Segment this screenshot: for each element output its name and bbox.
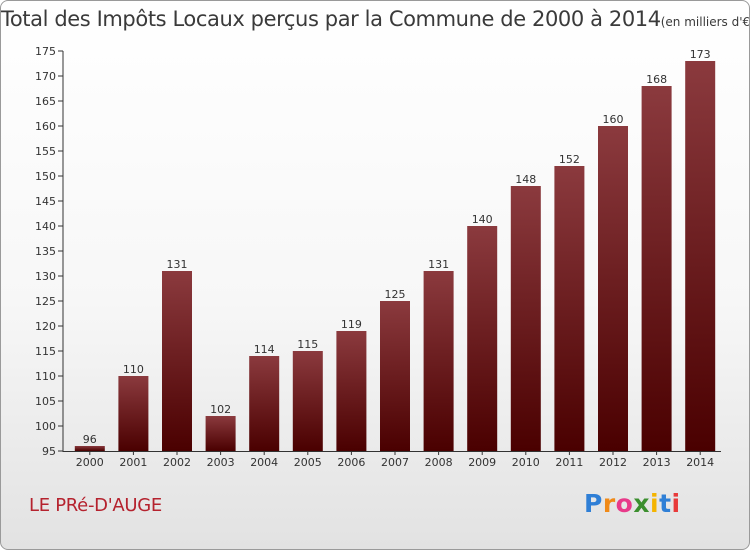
bar-value-label: 96 (83, 433, 97, 446)
x-tick-label: 2014 (686, 456, 714, 469)
bar-value-label: 131 (428, 258, 449, 271)
bars: 96 110 131 102 114 115 119 125 131 140 148 152 160 16… (74, 48, 716, 451)
bar-2006 (336, 331, 367, 451)
bar-2007 (380, 301, 410, 451)
bar-value-label: 140 (472, 213, 493, 226)
bar-value-label: 110 (123, 363, 144, 376)
bar-value-label: 125 (385, 288, 406, 301)
bar-value-label: 119 (341, 318, 362, 331)
bar-2004 (249, 356, 280, 451)
bar-2000 (74, 446, 105, 451)
x-tick-label: 2006 (337, 456, 365, 469)
bar-2011 (554, 166, 585, 451)
x-tick-label: 2010 (512, 456, 540, 469)
title-main: Total des Impôts Locaux perçus par la Co… (1, 7, 661, 31)
proxiti-logo: Proxiti (584, 489, 681, 518)
bar-2005 (292, 351, 323, 451)
bar-2012 (598, 126, 628, 451)
x-tick-label: 2000 (76, 456, 104, 469)
bar-2009 (467, 226, 498, 451)
y-tick-label: 160 (35, 120, 56, 133)
logo-letter: t (659, 489, 672, 518)
y-tick-label: 95 (42, 445, 56, 458)
y-tick-label: 120 (35, 320, 56, 333)
y-tick-label: 150 (35, 170, 56, 183)
y-tick-label: 170 (35, 70, 56, 83)
y-tick-label: 115 (35, 345, 56, 358)
x-tick-label: 2004 (250, 456, 278, 469)
logo-letter: i (650, 489, 660, 518)
bar-2010 (510, 186, 541, 451)
y-tick-label: 140 (35, 220, 56, 233)
x-tick-label: 2009 (468, 456, 496, 469)
title-unit: (en milliers d'€) (660, 15, 750, 29)
y-tick-label: 105 (35, 395, 56, 408)
x-tick-label: 2001 (119, 456, 147, 469)
bar-value-label: 114 (254, 343, 275, 356)
x-tick-label: 2007 (381, 456, 409, 469)
y-tick-label: 100 (35, 420, 56, 433)
y-tick-label: 175 (35, 45, 56, 58)
bar-2008 (423, 271, 454, 451)
y-tick-label: 130 (35, 270, 56, 283)
bar-2013 (641, 86, 672, 451)
bar-value-label: 102 (210, 403, 231, 416)
logo-letter: o (615, 489, 634, 518)
bar-value-label: 115 (297, 338, 318, 351)
commune-name: LE PRé-D'AUGE (29, 495, 162, 516)
bar-value-label: 168 (646, 73, 667, 86)
x-tick-label: 2008 (425, 456, 453, 469)
y-tick-label: 155 (35, 145, 56, 158)
y-tick-label: 145 (35, 195, 56, 208)
logo-letter: i (671, 489, 681, 518)
logo-letter: P (584, 489, 603, 518)
y-axis: 95 100 105 110 115 120 125 130 135 140 145 150 155 16… (35, 45, 64, 458)
bar-2003 (205, 416, 236, 451)
logo-letter: r (602, 489, 616, 518)
x-axis: 2000 2001 2002 2003 2004 2005 2006 2007 2008 2009… (63, 451, 721, 469)
y-tick-label: 110 (35, 370, 56, 383)
bar-value-label: 148 (515, 173, 536, 186)
y-tick-label: 165 (35, 95, 56, 108)
x-tick-label: 2013 (643, 456, 671, 469)
bar-value-label: 131 (167, 258, 188, 271)
bar-value-label: 152 (559, 153, 580, 166)
chart-title: Total des Impôts Locaux perçus par la Co… (1, 7, 750, 31)
bar-2001 (118, 376, 149, 451)
bar-2014 (685, 61, 716, 451)
x-tick-label: 2003 (207, 456, 235, 469)
bar-value-label: 160 (603, 113, 624, 126)
logo-letter: x (633, 489, 650, 518)
bar-value-label: 173 (690, 48, 711, 61)
y-tick-label: 125 (35, 295, 56, 308)
x-tick-label: 2002 (163, 456, 191, 469)
x-tick-label: 2012 (599, 456, 627, 469)
x-tick-label: 2005 (294, 456, 322, 469)
bar-2002 (162, 271, 192, 451)
y-tick-label: 135 (35, 245, 56, 258)
x-tick-label: 2011 (555, 456, 583, 469)
